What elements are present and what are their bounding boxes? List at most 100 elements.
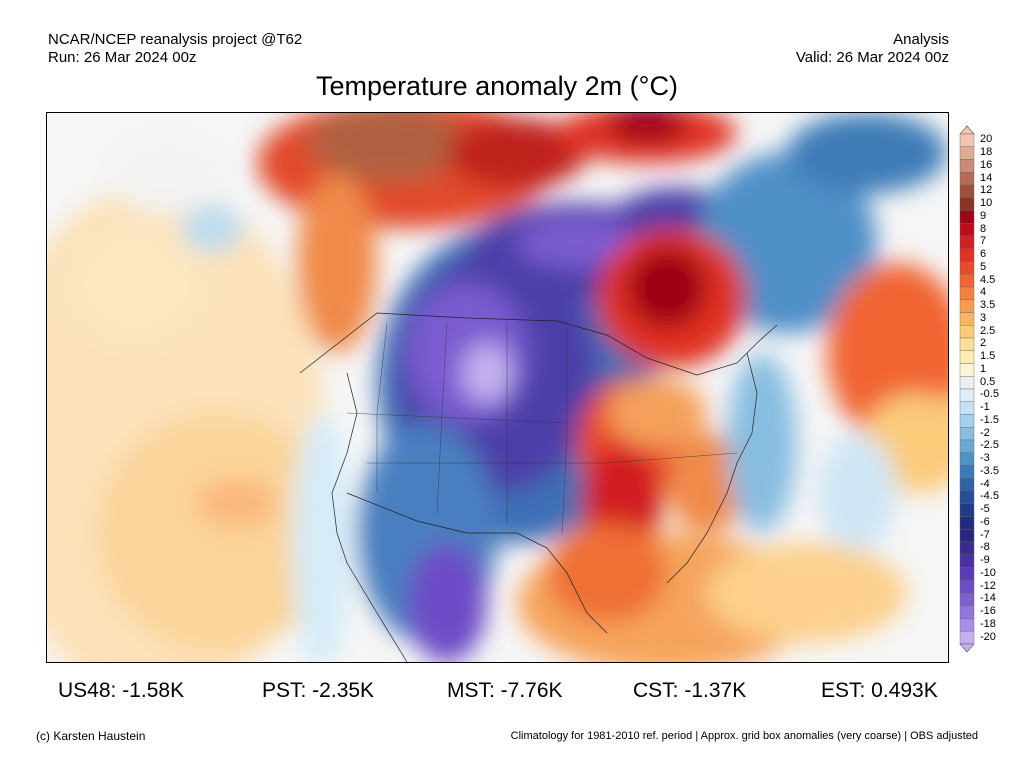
legend-swatch [959,516,975,530]
legend-swatch [959,172,975,186]
state-lines [346,322,738,534]
legend-tick-label: -7 [980,528,990,541]
legend-tick-label: 8 [980,222,987,235]
legend-swatch [959,261,975,275]
legend-swatch [959,388,975,402]
legend-swatch [959,567,975,581]
legend-swatch [959,299,975,313]
legend-swatch [959,401,975,415]
legend-tick-label: -20 [980,630,996,643]
legend-swatch [959,503,975,517]
legend-swatch [959,274,975,288]
legend-swatch [959,325,975,339]
legend-swatch [959,210,975,224]
legend-swatch [959,337,975,351]
legend-swatch [959,184,975,198]
legend-tick-label: -4 [980,477,990,490]
analysis-label: Analysis [893,31,949,48]
color-legend [959,125,975,653]
legend-swatch [959,197,975,211]
legend-swatch [959,414,975,428]
legend-tick-label: -1 [980,401,990,414]
run-time-label: Run: 26 Mar 2024 00z [48,49,197,66]
legend-tick-label: 12 [980,184,993,197]
legend-tick-label: -8 [980,541,990,554]
legend-arrow-top [959,125,975,135]
legend-tick-label: 20 [980,133,993,146]
legend-swatch [959,452,975,466]
color-legend-cells [959,125,975,653]
legend-tick-label: 1.5 [980,350,996,363]
legend-tick-label: -2 [980,426,990,439]
legend-tick-label: 18 [980,146,993,159]
stat-est: EST: 0.493K [821,679,938,702]
legend-swatch [959,248,975,262]
map-title: Temperature anomaly 2m (°C) [316,71,678,101]
legend-swatch [959,350,975,364]
legend-swatch [959,580,975,594]
legend-swatch [959,478,975,492]
legend-swatch [959,159,975,173]
legend-tick-label: -3 [980,452,990,465]
valid-time-label: Valid: 26 Mar 2024 00z [795,49,949,66]
legend-tick-label: -5 [980,503,990,516]
legend-tick-label: 7 [980,235,987,248]
stat-us48: US48: -1.58K [58,679,185,702]
anomaly-map [46,112,949,663]
legend-tick-label: 16 [980,158,993,171]
legend-tick-label: -10 [980,566,996,579]
legend-swatch [959,363,975,377]
legend-swatch [959,490,975,504]
legend-swatch [959,376,975,390]
legend-tick-label: -0.5 [980,388,999,401]
anomaly-field [47,113,948,662]
legend-swatch [959,312,975,326]
legend-tick-label: 9 [980,209,987,222]
legend-arrow-bottom [959,643,975,653]
legend-swatch [959,439,975,453]
legend-swatch [959,133,975,147]
legend-tick-label: 3 [980,311,987,324]
country-borders [299,312,778,662]
legend-tick-label: -1.5 [980,413,999,426]
legend-swatch [959,286,975,300]
map-canvas [47,113,948,662]
legend-swatch [959,465,975,479]
regional-stats: US48: -1.58K PST: -2.35K MST: -7.76K CST… [0,678,1024,706]
legend-swatch [959,605,975,619]
stat-pst: PST: -2.35K [262,679,375,702]
legend-tick-label: -6 [980,515,990,528]
source-label: NCAR/NCEP reanalysis project @T62 [48,31,303,48]
legend-swatch [959,529,975,543]
legend-tick-label: 1 [980,362,987,375]
color-legend-labels: 20 18 16 14 12 10 9 8 7 6 5 4.5 4 3.5 3 2.5 2 1.5 1 0.5 -0.5… [980,124,1020,654]
legend-swatch [959,554,975,568]
legend-swatch [959,541,975,555]
legend-swatch [959,592,975,606]
legend-tick-label: 0.5 [980,375,996,388]
legend-tick-label: -2.5 [980,439,999,452]
legend-swatch [959,618,975,632]
run-info: NCAR/NCEP reanalysis project @T62 Run: 2… [48,31,302,67]
copyright: (c) Karsten Haustein [36,729,146,743]
legend-swatch [959,146,975,160]
stat-cst: CST: -1.37K [633,679,747,702]
legend-tick-label: -14 [980,592,996,605]
legend-tick-label: 2 [980,337,987,350]
legend-tick-label: -9 [980,554,990,567]
legend-tick-label: 4.5 [980,273,996,286]
legend-tick-label: -12 [980,579,996,592]
legend-tick-label: 14 [980,171,993,184]
legend-tick-label: 5 [980,260,987,273]
legend-swatch [959,235,975,249]
stat-mst: MST: -7.76K [447,679,563,702]
legend-tick-label: 2.5 [980,324,996,337]
legend-tick-label: 10 [980,197,993,210]
legend-swatch [959,427,975,441]
legend-swatch [959,223,975,237]
legend-tick-label: 3.5 [980,299,996,312]
valid-info: Analysis Valid: 26 Mar 2024 00z [796,31,949,67]
legend-tick-label: -18 [980,617,996,630]
legend-tick-label: 4 [980,286,987,299]
legend-swatch [959,631,975,645]
